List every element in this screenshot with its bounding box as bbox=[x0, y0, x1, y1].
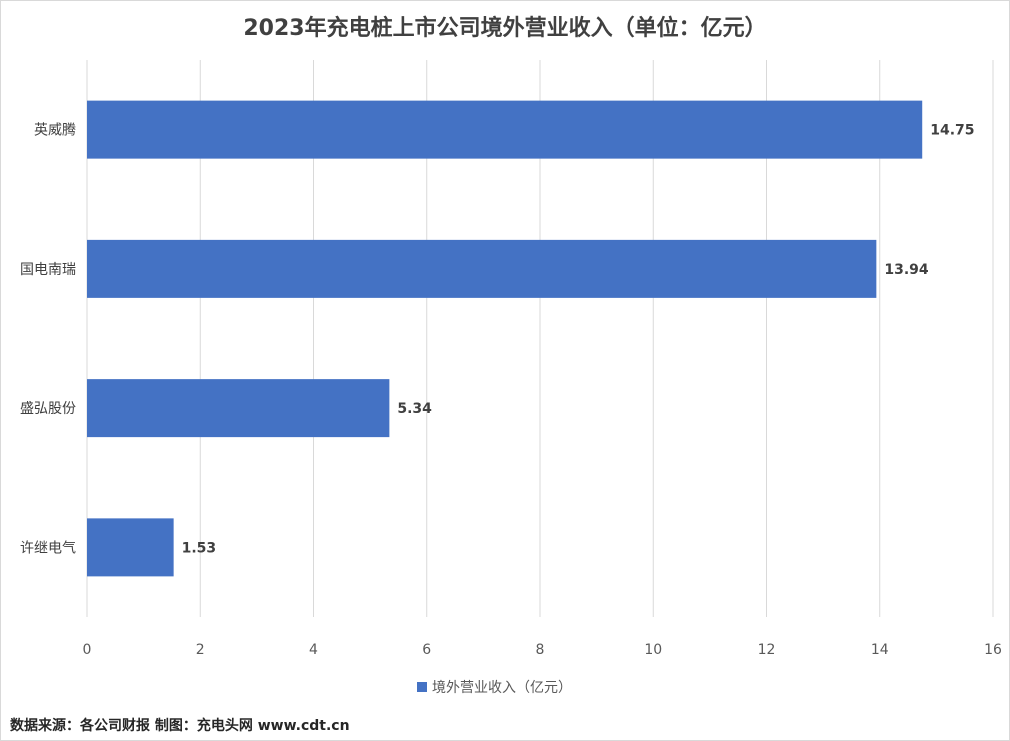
bar bbox=[87, 518, 174, 577]
bar bbox=[87, 100, 923, 159]
chart-title: 2023年充电桩上市公司境外营业收入（单位：亿元） bbox=[243, 15, 766, 41]
x-tick-label: 0 bbox=[83, 642, 92, 658]
category-label: 盛弘股份 bbox=[20, 401, 76, 417]
data-label: 1.53 bbox=[182, 540, 217, 556]
legend-swatch bbox=[417, 682, 427, 692]
data-label: 13.94 bbox=[884, 262, 929, 278]
x-tick-label: 6 bbox=[422, 642, 431, 658]
x-tick-label: 2 bbox=[196, 642, 205, 658]
source-note: 数据来源：各公司财报 制图：充电头网 www.cdt.cn bbox=[10, 717, 350, 734]
data-labels: 14.75 13.94 5.34 1.53 bbox=[182, 123, 975, 557]
data-label: 14.75 bbox=[930, 123, 974, 139]
x-tick-label: 8 bbox=[536, 642, 545, 658]
x-tick-labels: 0 2 4 6 8 10 12 14 16 bbox=[83, 642, 1002, 658]
category-label: 国电南瑞 bbox=[20, 262, 76, 278]
category-label: 英威腾 bbox=[34, 122, 76, 139]
bar bbox=[87, 379, 390, 438]
bar bbox=[87, 239, 877, 298]
x-tick-label: 16 bbox=[984, 642, 1002, 658]
category-label: 许继电气 bbox=[20, 540, 76, 556]
x-tick-label: 14 bbox=[871, 642, 889, 658]
data-label: 5.34 bbox=[397, 401, 432, 417]
legend: 境外营业收入（亿元） bbox=[417, 680, 572, 696]
x-tick-label: 12 bbox=[758, 642, 776, 658]
legend-label: 境外营业收入（亿元） bbox=[432, 680, 572, 696]
bars bbox=[87, 100, 923, 577]
x-tick-label: 4 bbox=[309, 642, 318, 658]
x-tick-label: 10 bbox=[644, 642, 662, 658]
